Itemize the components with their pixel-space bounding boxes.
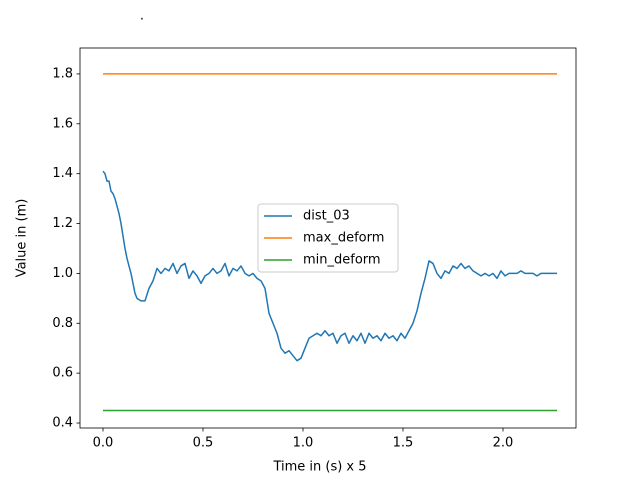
x-axis-label: Time in (s) x 5 — [272, 460, 366, 475]
x-tick-label: 0.0 — [93, 436, 114, 451]
legend-box — [257, 203, 399, 273]
axes-frame — [79, 47, 577, 429]
y-tick-label: 0.6 — [52, 366, 73, 381]
legend-label: min_deform — [303, 253, 381, 268]
x-tick-label: 1.5 — [393, 436, 414, 451]
y-tick-label: 1.4 — [52, 166, 73, 181]
y-tick-label: 0.8 — [52, 316, 73, 331]
y-tick-label: 0.4 — [52, 416, 73, 431]
y-tick-label: 1.6 — [52, 116, 73, 131]
x-tick-label: 1.0 — [293, 436, 314, 451]
legend-label: dist_03 — [303, 209, 350, 224]
series-line — [102, 170, 557, 362]
x-tick-label: 2.0 — [493, 436, 514, 451]
x-tick-label: 0.5 — [193, 436, 214, 451]
legend-label: max_deform — [303, 231, 384, 246]
y-tick-label: 1.2 — [52, 216, 73, 231]
y-tick-label: 1.8 — [52, 66, 73, 81]
y-axis-label: Value in (m) — [15, 199, 30, 278]
chart-title: . — [140, 9, 144, 24]
y-tick-label: 1.0 — [52, 266, 73, 281]
